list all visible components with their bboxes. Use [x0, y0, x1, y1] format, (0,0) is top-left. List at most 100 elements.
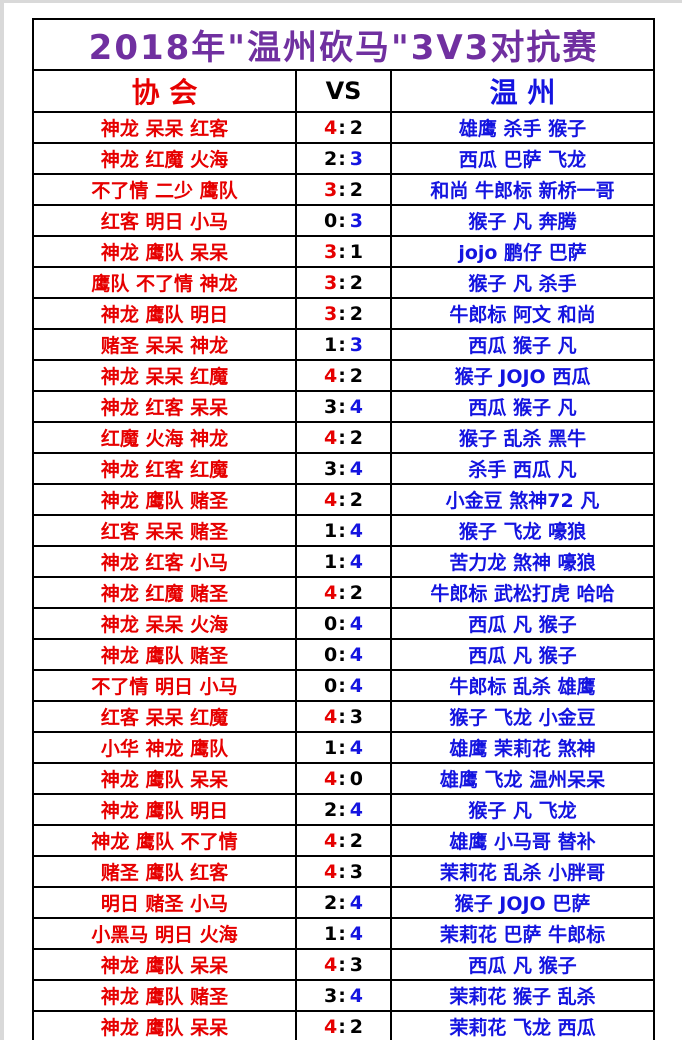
score-left: 1	[323, 519, 338, 542]
score-colon: :	[338, 147, 346, 170]
score-right: 4	[349, 922, 364, 945]
score-right: 4	[349, 674, 364, 697]
score: 3: 2	[295, 173, 392, 206]
match-row: 明日 赌圣 小马 2: 4 猴子 JOJO 巴萨	[32, 886, 655, 919]
score-colon: :	[338, 1015, 346, 1038]
score: 4: 2	[295, 111, 392, 144]
score-right: 4	[349, 643, 364, 666]
results-table: 2018年"温州砍马"3V3对抗赛 协 会 VS 温 州 神龙 呆呆 红客 4: 2…	[32, 18, 655, 1040]
association-team: 神龙 鹰队 呆呆	[32, 235, 297, 268]
association-team: 神龙 红客 呆呆	[32, 390, 297, 423]
score-right: 3	[349, 953, 364, 976]
match-row: 神龙 鹰队 明日 2: 4 猴子 凡 飞龙	[32, 793, 655, 826]
wenzhou-team: 猴子 飞龙 小金豆	[390, 700, 655, 733]
score-left: 3	[323, 302, 338, 325]
match-row: 红客 明日 小马 0: 3 猴子 凡 奔腾	[32, 204, 655, 237]
match-row: 神龙 红客 小马 1: 4 苦力龙 煞神 嚎狼	[32, 545, 655, 578]
wenzhou-team: 猴子 凡 奔腾	[390, 204, 655, 237]
score-right: 0	[349, 767, 364, 790]
association-team: 神龙 呆呆 红客	[32, 111, 297, 144]
match-row: 神龙 鹰队 不了情 4: 2 雄鹰 小马哥 替补	[32, 824, 655, 857]
score: 3: 4	[295, 390, 392, 423]
header-row: 协 会 VS 温 州	[32, 69, 655, 113]
wenzhou-team: 猴子 凡 飞龙	[390, 793, 655, 826]
score: 4: 3	[295, 700, 392, 733]
association-team: 红客 呆呆 红魔	[32, 700, 297, 733]
score-colon: :	[338, 550, 346, 573]
score: 2: 4	[295, 886, 392, 919]
score-colon: :	[338, 891, 346, 914]
wenzhou-team: 牛郎标 阿文 和尚	[390, 297, 655, 330]
score: 1: 3	[295, 328, 392, 361]
score-left: 4	[323, 581, 338, 604]
score-right: 2	[349, 271, 364, 294]
score-right: 4	[349, 395, 364, 418]
score-left: 4	[323, 829, 338, 852]
score-right: 2	[349, 302, 364, 325]
association-team: 赌圣 鹰队 红客	[32, 855, 297, 888]
score-left: 4	[323, 705, 338, 728]
match-row: 神龙 红魔 火海 2: 3 西瓜 巴萨 飞龙	[32, 142, 655, 175]
match-row: 神龙 鹰队 呆呆 4: 3 西瓜 凡 猴子	[32, 948, 655, 981]
association-team: 神龙 红客 红魔	[32, 452, 297, 485]
score-right: 4	[349, 736, 364, 759]
match-row: 神龙 呆呆 红客 4: 2 雄鹰 杀手 猴子	[32, 111, 655, 144]
match-row: 不了情 明日 小马 0: 4 牛郎标 乱杀 雄鹰	[32, 669, 655, 702]
wenzhou-team: 雄鹰 飞龙 温州呆呆	[390, 762, 655, 795]
wenzhou-team: 西瓜 凡 猴子	[390, 638, 655, 671]
page-title: 2018年"温州砍马"3V3对抗赛	[32, 18, 655, 71]
score-left: 0	[323, 674, 338, 697]
score-left: 4	[323, 116, 338, 139]
score-right: 2	[349, 178, 364, 201]
score: 3: 1	[295, 235, 392, 268]
association-team: 小黑马 明日 火海	[32, 917, 297, 950]
title-row: 2018年"温州砍马"3V3对抗赛	[32, 18, 655, 71]
match-row: 赌圣 鹰队 红客 4: 3 茉莉花 乱杀 小胖哥	[32, 855, 655, 888]
score-right: 4	[349, 798, 364, 821]
score: 4: 3	[295, 855, 392, 888]
score-colon: :	[338, 519, 346, 542]
match-row: 小华 神龙 鹰队 1: 4 雄鹰 茉莉花 煞神	[32, 731, 655, 764]
association-team: 神龙 呆呆 红魔	[32, 359, 297, 392]
match-row: 神龙 鹰队 呆呆 4: 0 雄鹰 飞龙 温州呆呆	[32, 762, 655, 795]
score-colon: :	[338, 674, 346, 697]
association-team: 红客 呆呆 赌圣	[32, 514, 297, 547]
score-right: 4	[349, 457, 364, 480]
score: 4: 2	[295, 576, 392, 609]
score: 1: 4	[295, 545, 392, 578]
match-rows: 神龙 呆呆 红客 4: 2 雄鹰 杀手 猴子 神龙 红魔 火海 2: 3 西瓜 巴萨 飞龙 不了…	[32, 111, 655, 1040]
score: 1: 4	[295, 731, 392, 764]
score-left: 0	[323, 612, 338, 635]
wenzhou-team: 苦力龙 煞神 嚎狼	[390, 545, 655, 578]
association-team: 明日 赌圣 小马	[32, 886, 297, 919]
score-right: 2	[349, 488, 364, 511]
score-colon: :	[338, 302, 346, 325]
match-row: 神龙 鹰队 赌圣 3: 4 茉莉花 猴子 乱杀	[32, 979, 655, 1012]
association-team: 小华 神龙 鹰队	[32, 731, 297, 764]
score-right: 2	[349, 364, 364, 387]
match-row: 小黑马 明日 火海 1: 4 茉莉花 巴萨 牛郎标	[32, 917, 655, 950]
wenzhou-team: 猴子 凡 杀手	[390, 266, 655, 299]
association-team: 神龙 红魔 赌圣	[32, 576, 297, 609]
wenzhou-team: 猴子 乱杀 黑牛	[390, 421, 655, 454]
score-left: 3	[323, 395, 338, 418]
score-left: 3	[323, 271, 338, 294]
score-left: 2	[323, 147, 338, 170]
score-left: 0	[323, 643, 338, 666]
score-colon: :	[338, 767, 346, 790]
match-row: 神龙 红客 红魔 3: 4 杀手 西瓜 凡	[32, 452, 655, 485]
score: 2: 4	[295, 793, 392, 826]
score-right: 2	[349, 426, 364, 449]
association-team: 神龙 红魔 火海	[32, 142, 297, 175]
match-row: 赌圣 呆呆 神龙 1: 3 西瓜 猴子 凡	[32, 328, 655, 361]
score: 3: 4	[295, 452, 392, 485]
association-team: 神龙 红客 小马	[32, 545, 297, 578]
match-row: 神龙 鹰队 明日 3: 2 牛郎标 阿文 和尚	[32, 297, 655, 330]
wenzhou-team: 茉莉花 飞龙 西瓜	[390, 1010, 655, 1040]
score-colon: :	[338, 581, 346, 604]
association-team: 神龙 鹰队 呆呆	[32, 762, 297, 795]
match-row: 神龙 呆呆 火海 0: 4 西瓜 凡 猴子	[32, 607, 655, 640]
score: 2: 3	[295, 142, 392, 175]
score-colon: :	[338, 705, 346, 728]
score-colon: :	[338, 612, 346, 635]
